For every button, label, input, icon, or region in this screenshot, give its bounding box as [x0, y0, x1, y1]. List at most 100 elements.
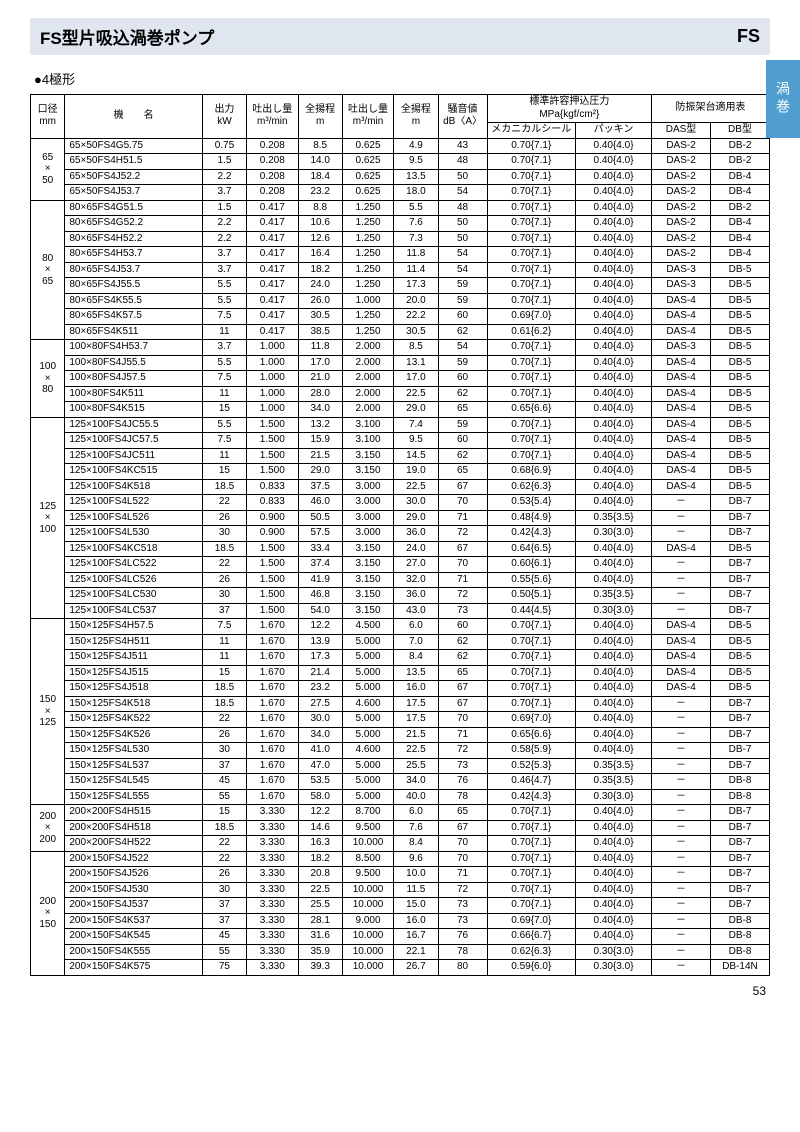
- cell-h1: 28.1: [298, 913, 342, 929]
- cell-n: 80×65FS4H53.7: [65, 247, 202, 263]
- cell-dbt: DB-7: [711, 758, 770, 774]
- cell-q1: 1.000: [247, 340, 299, 356]
- cell-h2: 16.7: [394, 929, 438, 945]
- cell-q1: 1.670: [247, 789, 299, 805]
- cell-q1: 1.500: [247, 464, 299, 480]
- cell-db: 43: [438, 138, 487, 154]
- table-row: 125×100FS4LC537371.50054.03.15043.0730.4…: [31, 603, 770, 619]
- cell-p2: 0.35{3.5}: [575, 774, 651, 790]
- cell-q2: 10.000: [342, 836, 394, 852]
- cell-p2: 0.40{4.0}: [575, 479, 651, 495]
- cell-p2: 0.40{4.0}: [575, 743, 651, 759]
- cell-p2: 0.40{4.0}: [575, 324, 651, 340]
- cell-q1: 3.330: [247, 851, 299, 867]
- cell-h1: 35.9: [298, 944, 342, 960]
- cell-p1: 0.62{6.3}: [487, 479, 575, 495]
- cell-h1: 21.4: [298, 665, 342, 681]
- cell-p1: 0.70{7.1}: [487, 386, 575, 402]
- cell-p1: 0.70{7.1}: [487, 851, 575, 867]
- cell-das: DAS-3: [652, 278, 711, 294]
- cell-h2: 13.5: [394, 169, 438, 185]
- cell-db: 71: [438, 510, 487, 526]
- table-row: 200×200FS4H51818.53.33014.69.5007.6670.7…: [31, 820, 770, 836]
- cell-db: 76: [438, 929, 487, 945]
- cell-p1: 0.69{7.0}: [487, 913, 575, 929]
- cell-h1: 47.0: [298, 758, 342, 774]
- cell-p2: 0.30{3.0}: [575, 960, 651, 976]
- cell-q1: 0.417: [247, 216, 299, 232]
- cell-dbt: DB-5: [711, 665, 770, 681]
- cell-h2: 25.5: [394, 758, 438, 774]
- table-row: 125×100FS4L522220.83346.03.00030.0700.53…: [31, 495, 770, 511]
- cell-db: 65: [438, 402, 487, 418]
- cell-p2: 0.40{4.0}: [575, 200, 651, 216]
- cell-q1: 3.330: [247, 836, 299, 852]
- cell-p1: 0.70{7.1}: [487, 262, 575, 278]
- cell-h1: 34.0: [298, 402, 342, 418]
- cell-q1: 3.330: [247, 913, 299, 929]
- cell-db: 80: [438, 960, 487, 976]
- cell-q1: 1.000: [247, 355, 299, 371]
- cell-h2: 17.0: [394, 371, 438, 387]
- cell-dbt: DB-5: [711, 433, 770, 449]
- cell-das: －: [652, 820, 711, 836]
- cell-p1: 0.46{4.7}: [487, 774, 575, 790]
- cell-dbt: DB-2: [711, 200, 770, 216]
- cell-q2: 5.000: [342, 681, 394, 697]
- table-row: 80×65FS4J53.73.70.41718.21.25011.4540.70…: [31, 262, 770, 278]
- cell-h1: 46.8: [298, 588, 342, 604]
- cell-dbt: DB-7: [711, 526, 770, 542]
- cell-h2: 13.5: [394, 665, 438, 681]
- cell-h1: 13.9: [298, 634, 342, 650]
- cell-kw: 3.7: [202, 185, 246, 201]
- cell-db: 62: [438, 448, 487, 464]
- table-row: 200×200FS4H522223.33016.310.0008.4700.70…: [31, 836, 770, 852]
- cell-db: 48: [438, 154, 487, 170]
- table-row: 100×80FS4K511111.00028.02.00022.5620.70{…: [31, 386, 770, 402]
- cell-kw: 22: [202, 851, 246, 867]
- cell-p1: 0.70{7.1}: [487, 417, 575, 433]
- table-row: 150×125FS4K51818.51.67027.54.60017.5670.…: [31, 696, 770, 712]
- cell-dbt: DB-5: [711, 619, 770, 635]
- cell-das: －: [652, 588, 711, 604]
- cell-kw: 5.5: [202, 293, 246, 309]
- cell-n: 200×150FS4J530: [65, 882, 202, 898]
- cell-q1: 1.670: [247, 634, 299, 650]
- cell-h2: 22.2: [394, 309, 438, 325]
- cell-db: 70: [438, 836, 487, 852]
- cell-h1: 50.5: [298, 510, 342, 526]
- cell-dbt: DB-7: [711, 572, 770, 588]
- cell-q2: 9.500: [342, 867, 394, 883]
- table-row: 80×65FS4H53.73.70.41716.41.25011.8540.70…: [31, 247, 770, 263]
- cell-h1: 23.2: [298, 185, 342, 201]
- table-row: 125×100FS4LC526261.50041.93.15032.0710.5…: [31, 572, 770, 588]
- cell-p2: 0.40{4.0}: [575, 696, 651, 712]
- cell-q2: 3.000: [342, 526, 394, 542]
- cell-h2: 6.0: [394, 805, 438, 821]
- cell-q2: 3.150: [342, 557, 394, 573]
- cell-kw: 55: [202, 944, 246, 960]
- cell-q1: 0.208: [247, 138, 299, 154]
- cell-p1: 0.70{7.1}: [487, 138, 575, 154]
- cell-das: DAS-2: [652, 154, 711, 170]
- cell-dbt: DB-5: [711, 479, 770, 495]
- cell-h1: 21.0: [298, 371, 342, 387]
- cell-kw: 26: [202, 510, 246, 526]
- cell-p2: 0.40{4.0}: [575, 836, 651, 852]
- cell-db: 70: [438, 712, 487, 728]
- cell-q1: 1.670: [247, 665, 299, 681]
- cell-n: 125×100FS4JC57.5: [65, 433, 202, 449]
- cell-das: －: [652, 526, 711, 542]
- cell-db: 72: [438, 743, 487, 759]
- cell-n: 150×125FS4H511: [65, 634, 202, 650]
- cell-h1: 37.5: [298, 479, 342, 495]
- cell-n: 125×100FS4LC530: [65, 588, 202, 604]
- cell-das: －: [652, 743, 711, 759]
- cell-q1: 1.670: [247, 619, 299, 635]
- cell-p1: 0.70{7.1}: [487, 278, 575, 294]
- cell-dbt: DB-5: [711, 402, 770, 418]
- cell-db: 70: [438, 557, 487, 573]
- cell-kw: 45: [202, 774, 246, 790]
- table-row: 125×100FS4LC530301.50046.83.15036.0720.5…: [31, 588, 770, 604]
- cell-q1: 3.330: [247, 805, 299, 821]
